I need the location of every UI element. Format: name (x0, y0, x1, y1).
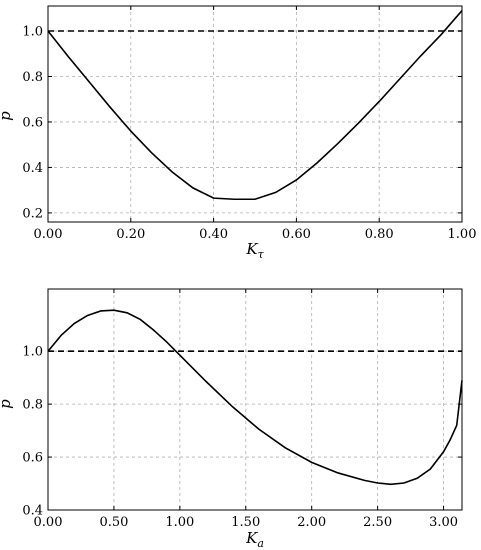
plot-frame (47, 5, 463, 223)
x-tick-label: 1.50 (231, 515, 260, 530)
x-tick-label: 2.00 (297, 515, 326, 530)
x-tick-label: 0.40 (199, 227, 228, 242)
y-axis-label: p (0, 111, 14, 121)
y-tick-label: 1.0 (22, 345, 43, 360)
y-axis-label: p (0, 399, 14, 409)
x-axis-label: Kτ (245, 240, 264, 261)
x-tick-label: 0.00 (34, 227, 63, 242)
x-axis-label: Ka (245, 529, 264, 550)
x-tick-label: 0.00 (34, 515, 63, 530)
bottom-chart: 0.00 0.50 1.00 1.50 2.00 2.50 3.00 0.4 0.6 0.8 1.0… (0, 288, 463, 550)
x-tick-label: 2.50 (363, 515, 392, 530)
series-line (47, 10, 463, 201)
x-tick-label: 0.20 (116, 227, 145, 242)
y-tick-label: 0.8 (22, 70, 43, 85)
y-tick-label: 0.4 (22, 161, 43, 176)
series-line (47, 309, 463, 486)
top-chart: 0.00 0.20 0.40 0.60 0.80 1.00 0.2 0.4 0.6 0.8 1.0 K… (0, 5, 477, 261)
y-tick-label: 1.0 (22, 25, 43, 40)
x-tick-label: 0.80 (365, 227, 394, 242)
x-tick-label: 1.00 (165, 515, 194, 530)
x-tick-label: 0.60 (282, 227, 311, 242)
x-tick-label: 0.50 (99, 515, 128, 530)
x-tick-label: 1.00 (448, 227, 477, 242)
y-tick-label: 0.6 (22, 115, 43, 130)
y-tick-label: 0.6 (22, 451, 43, 466)
y-tick-label: 0.2 (22, 206, 43, 221)
y-tick-label: 0.4 (22, 504, 43, 519)
y-tick-label: 0.8 (22, 398, 43, 413)
x-tick-label: 3.00 (429, 515, 458, 530)
plot-frame (47, 288, 463, 511)
